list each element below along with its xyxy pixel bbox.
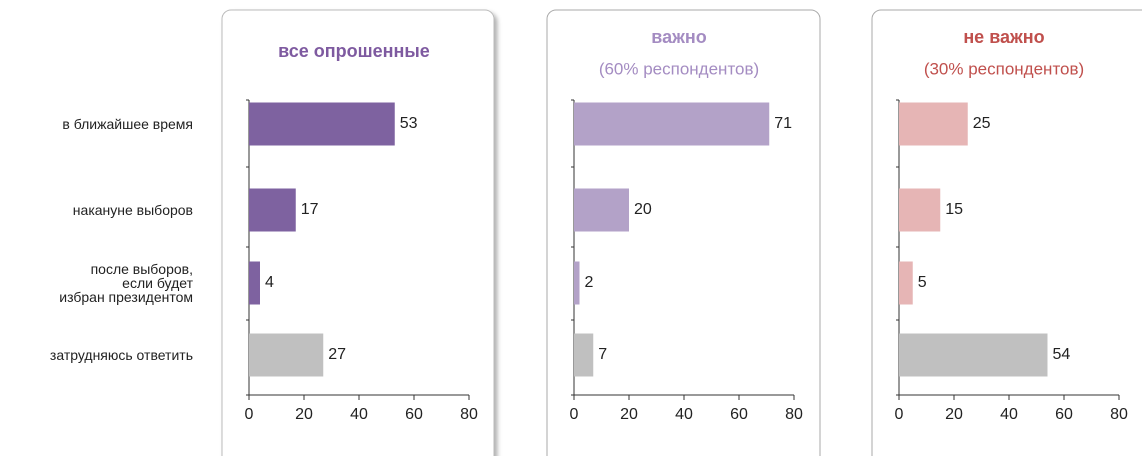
chart-title: не важно xyxy=(963,27,1044,47)
category-label: после выборов, если будет избран президе… xyxy=(59,261,193,305)
value-label: 4 xyxy=(265,274,274,291)
bar xyxy=(249,333,324,377)
x-tick-label: 20 xyxy=(620,406,638,423)
bar xyxy=(574,102,770,146)
x-tick-label: 20 xyxy=(945,406,963,423)
bar xyxy=(249,188,296,232)
x-tick-label: 80 xyxy=(785,406,803,423)
x-tick-label: 40 xyxy=(675,406,693,423)
x-tick-label: 20 xyxy=(295,406,313,423)
category-label: в ближайшее время xyxy=(62,116,193,132)
chart-title: все опрошенные xyxy=(278,41,430,61)
value-label: 25 xyxy=(973,115,991,132)
x-tick-label: 0 xyxy=(245,406,254,423)
bar xyxy=(899,102,968,146)
bar xyxy=(574,333,594,377)
x-tick-label: 60 xyxy=(1055,406,1073,423)
value-label: 54 xyxy=(1053,346,1071,363)
value-label: 2 xyxy=(585,274,594,291)
bar xyxy=(249,261,260,305)
x-tick-label: 0 xyxy=(895,406,904,423)
x-tick-label: 60 xyxy=(405,406,423,423)
x-tick-label: 40 xyxy=(1000,406,1018,423)
x-tick-label: 0 xyxy=(570,406,579,423)
value-label: 5 xyxy=(918,274,927,291)
value-label: 53 xyxy=(400,115,418,132)
value-label: 7 xyxy=(598,346,607,363)
value-label: 20 xyxy=(634,201,652,218)
chart-subtitle: (30% респондентов) xyxy=(924,59,1084,78)
x-tick-label: 80 xyxy=(460,406,478,423)
bar xyxy=(574,188,629,232)
category-label: накануне выборов xyxy=(72,202,193,218)
panel xyxy=(221,9,495,456)
category-label: затрудняюсь ответить xyxy=(49,347,193,363)
bar xyxy=(899,188,941,232)
bar xyxy=(249,102,395,146)
chart-subtitle: (60% респондентов) xyxy=(599,59,759,78)
value-label: 27 xyxy=(328,346,346,363)
x-tick-label: 80 xyxy=(1110,406,1128,423)
value-label: 71 xyxy=(774,115,792,132)
bar xyxy=(899,261,913,305)
chart-title: важно xyxy=(651,27,706,47)
value-label: 15 xyxy=(945,201,963,218)
x-tick-label: 40 xyxy=(350,406,368,423)
value-label: 17 xyxy=(301,201,319,218)
x-tick-label: 60 xyxy=(730,406,748,423)
bar xyxy=(574,261,580,305)
bar xyxy=(899,333,1048,377)
